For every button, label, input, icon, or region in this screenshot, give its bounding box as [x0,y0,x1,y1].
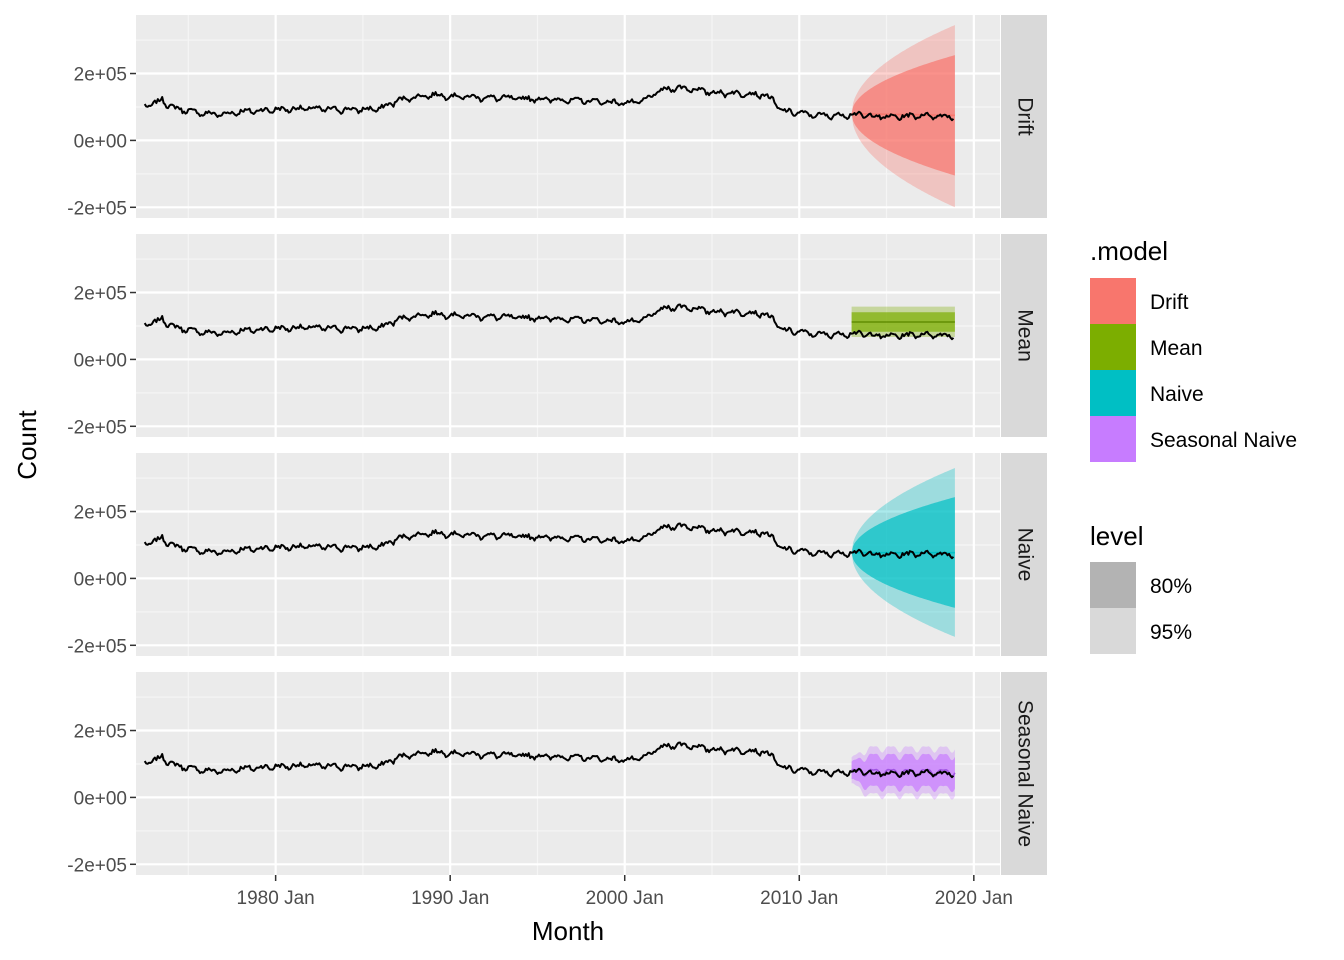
panel-mean: 2e+05 0e+00 -2e+05 Mean [67,234,1047,438]
x-tick-label: 1980 Jan [237,888,315,909]
y-tick-label: 2e+05 [74,284,127,305]
legend-model-label: Naive [1150,383,1204,406]
y-tick-label: 0e+00 [74,569,127,590]
facet-strip [1001,15,1047,218]
y-tick-label: 2e+05 [74,722,127,743]
facet-strip-label: Mean [1013,309,1036,362]
legend-level-label: 80% [1150,575,1192,598]
facet-strip [1001,453,1047,656]
legend-model-swatch [1090,324,1136,370]
facet-strip-label: Naive [1013,528,1036,582]
observed-series-line [143,522,955,560]
y-tick-label: -2e+05 [67,417,127,438]
panel-seasonal-naive: 2e+05 0e+00 -2e+05 Seasonal Naive [67,672,1047,876]
legend-model-swatch [1090,278,1136,324]
x-axis-title: Month [532,916,604,946]
y-tick-label: -2e+05 [67,198,127,219]
legend-level-label: 95% [1150,621,1192,644]
legend-model-title: .model [1090,236,1168,266]
legend: .model Drift Mean Naive Seasonal Naive level 8… [1090,236,1297,654]
legend-level-title: level [1090,521,1143,551]
x-tick-label: 1990 Jan [411,888,489,909]
panel-drift: 2e+05 0e+00 -2e+05 Drift [67,15,1047,219]
x-tick-label: 2020 Jan [935,888,1013,909]
y-tick-label: -2e+05 [67,636,127,657]
legend-model-label: Drift [1150,291,1189,314]
panel-naive: 2e+05 0e+00 -2e+05 Naive [67,453,1047,657]
legend-model-label: Mean [1150,337,1203,360]
y-tick-label: 2e+05 [74,65,127,86]
legend-model-swatch [1090,370,1136,416]
facet-strip-label: Drift [1013,97,1036,136]
facet-strip [1001,234,1047,437]
panel-background [136,234,1000,437]
y-tick-label: 0e+00 [74,788,127,809]
observed-series-line [143,84,955,122]
y-tick-label: 0e+00 [74,350,127,371]
legend-model-swatch [1090,416,1136,462]
legend-model-label: Seasonal Naive [1150,429,1297,452]
x-tick-label: 2010 Jan [760,888,838,909]
facet-strip [1001,672,1047,875]
facet-strip-label: Seasonal Naive [1013,700,1036,847]
observed-series-line [143,741,955,779]
x-axis: 1980 Jan 1990 Jan 2000 Jan 2010 Jan 2020 Jan [237,875,1013,909]
y-axis-title: Count [12,410,42,480]
y-tick-label: -2e+05 [67,855,127,876]
observed-series-line [143,303,955,341]
y-tick-label: 0e+00 [74,131,127,152]
legend-level-swatch [1090,562,1136,608]
legend-level-swatch [1090,608,1136,654]
facet-panels: 2e+05 0e+00 -2e+05 Drift 2e+05 0e+00 -2e+05 Mea… [67,15,1047,876]
y-tick-label: 2e+05 [74,503,127,524]
x-tick-label: 2000 Jan [586,888,664,909]
